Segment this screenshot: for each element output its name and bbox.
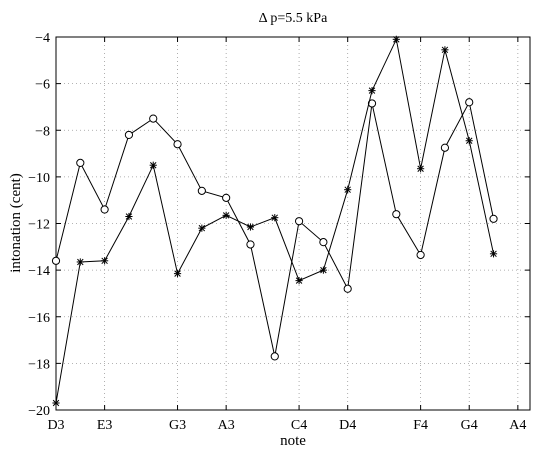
asterisk-stroke [247, 223, 254, 231]
y-tick-label: −20 [28, 404, 50, 419]
data-point-circle [124, 130, 134, 140]
data-point-circle [149, 114, 158, 123]
data-point-circle [489, 214, 498, 223]
y-tick-label: −16 [28, 311, 50, 326]
y-tick-label: −14 [28, 264, 50, 279]
data-point-circle [343, 284, 352, 293]
data-point-asterisk [392, 35, 400, 43]
asterisk-stroke [77, 258, 84, 266]
data-point-circle [319, 238, 328, 247]
asterisk-stroke [125, 213, 133, 220]
data-point-asterisk [465, 137, 473, 145]
data-point-asterisk [198, 224, 206, 232]
data-point-asterisk [489, 250, 498, 258]
data-point-circle [76, 158, 85, 167]
x-axis-label: note [280, 433, 306, 449]
asterisk-stroke [149, 161, 157, 169]
data-point-circle [465, 98, 474, 107]
asterisk-stroke [490, 250, 497, 258]
asterisk-stroke [320, 266, 327, 274]
y-tick-label: −12 [28, 218, 50, 233]
asterisk-stroke [101, 257, 108, 265]
asterisk-stroke [441, 46, 449, 54]
data-point-asterisk [368, 87, 376, 95]
data-point-asterisk [101, 257, 109, 265]
series-circle-markers [51, 98, 498, 361]
data-point-asterisk [149, 161, 157, 169]
data-point-asterisk [271, 214, 279, 222]
chart-title: Δ p=5.5 kPa [259, 11, 328, 26]
data-point-asterisk [222, 211, 230, 219]
x-tick-label: C4 [291, 418, 307, 433]
x-tick-label: D3 [47, 418, 64, 433]
y-tick-label: −18 [28, 357, 50, 372]
asterisk-stroke [393, 36, 400, 43]
data-point-circle [440, 143, 450, 152]
data-point-asterisk [319, 266, 327, 274]
x-tick-label: G3 [169, 418, 186, 433]
series-group [51, 35, 498, 407]
grid-lines [55, 37, 530, 410]
series-asterisk-markers [52, 35, 498, 407]
data-point-circle [416, 250, 425, 260]
data-point-circle [222, 193, 231, 202]
x-tick-label: D4 [339, 418, 356, 433]
data-point-asterisk [417, 165, 425, 173]
x-tick-label: E3 [97, 418, 113, 433]
data-point-circle [270, 352, 279, 361]
data-point-asterisk [441, 46, 449, 54]
x-tick-label: A4 [509, 418, 526, 433]
y-tick-label: −8 [35, 124, 50, 139]
data-point-circle [100, 205, 109, 214]
y-tick-label: −4 [35, 31, 50, 46]
y-tick-label: −10 [28, 171, 50, 186]
data-point-asterisk [295, 277, 303, 285]
asterisk-stroke [198, 224, 206, 232]
asterisk-stroke [295, 277, 303, 284]
data-point-circle [392, 210, 401, 219]
data-point-circle [197, 186, 206, 195]
data-point-asterisk [52, 399, 60, 407]
x-tick-label: A3 [218, 418, 235, 433]
asterisk-stroke [52, 399, 60, 407]
data-point-circle [51, 256, 61, 265]
data-point-asterisk [246, 223, 255, 231]
data-point-circle [246, 240, 255, 249]
axis-ticks: −20 −18 −16 −14 −12 −10 −8 −6 −4 D3 E3 G3 A3 C4 D4 F4 G4… [28, 31, 530, 433]
data-point-circle [173, 140, 182, 149]
asterisk-stroke [465, 137, 473, 144]
data-point-circle [294, 217, 304, 226]
asterisk-stroke [417, 165, 424, 172]
asterisk-stroke [344, 186, 351, 193]
asterisk-stroke [271, 214, 279, 221]
x-tick-label: G4 [461, 418, 478, 433]
x-tick-label: F4 [413, 418, 428, 433]
data-point-asterisk [76, 258, 84, 266]
asterisk-stroke [174, 270, 181, 277]
y-tick-label: −6 [35, 78, 50, 93]
y-axis-label: intonation (cent) [8, 173, 24, 273]
data-point-asterisk [125, 212, 133, 221]
data-point-asterisk [173, 270, 182, 278]
asterisk-stroke [368, 87, 376, 94]
data-point-asterisk [344, 186, 352, 194]
asterisk-stroke [222, 212, 230, 219]
